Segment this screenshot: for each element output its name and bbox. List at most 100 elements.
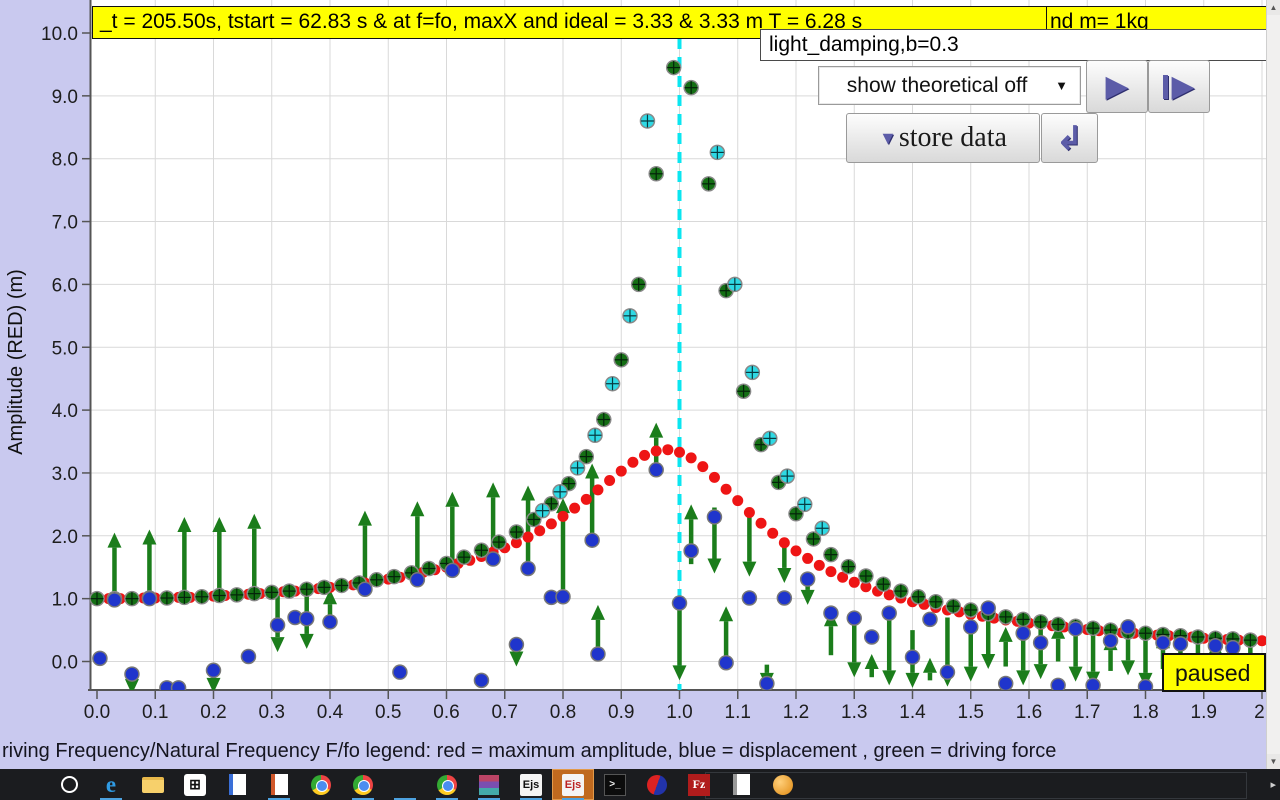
running-indicator [478, 798, 500, 800]
taskbar-item-impress-doc-icon[interactable] [258, 769, 300, 800]
svg-text:0.4: 0.4 [317, 702, 344, 723]
app-grid-icon [394, 774, 416, 796]
running-indicator [352, 798, 374, 800]
ejs-icon: Ejs [520, 773, 542, 796]
scroll-up-icon[interactable]: ▲ [1267, 0, 1280, 15]
taskbar-item-ejs-active-icon[interactable]: Ejs [552, 769, 594, 800]
ejs-active-icon: Ejs [562, 773, 584, 796]
cyan-stored-series [534, 113, 830, 537]
svg-text:4.0: 4.0 [52, 401, 78, 422]
svg-text:2.0: 2.0 [52, 527, 78, 548]
svg-text:1.6: 1.6 [1016, 702, 1042, 723]
svg-text:1.9: 1.9 [1191, 702, 1217, 723]
show-theoretical-dropdown[interactable]: show theoretical off ▼ [818, 66, 1081, 105]
running-indicator [394, 798, 416, 800]
taskbar-item-winrar-icon[interactable] [468, 769, 510, 800]
taskbar-item-start-icon[interactable] [6, 769, 48, 800]
taskbar-item-chrome-icon-2[interactable] [342, 769, 384, 800]
taskbar-item-chrome-icon-3[interactable] [426, 769, 468, 800]
taskbar-item-paint-icon[interactable] [636, 769, 678, 800]
reset-button[interactable]: ↲ [1041, 113, 1098, 163]
chrome-icon [311, 774, 331, 795]
x-tick-labels: 0.0 0.1 0.2 0.3 0.4 0.5 0.6 0.7 0.8 0.9 1.0 1.1 1.2 1… [84, 702, 1270, 723]
svg-text:0.9: 0.9 [608, 702, 634, 723]
cortana-icon [60, 776, 78, 793]
preset-name-input[interactable] [760, 29, 1268, 61]
svg-text:0.2: 0.2 [200, 702, 226, 723]
svg-text:0.7: 0.7 [492, 702, 518, 723]
y-axis-title: Amplitude (RED) (m) [5, 269, 27, 455]
chrome-icon-2 [353, 774, 373, 795]
taskbar-item-app-grid-icon[interactable] [384, 769, 426, 800]
filezilla-icon: Fz [688, 773, 710, 796]
axes [82, 0, 1266, 699]
svg-text:0.1: 0.1 [142, 702, 168, 723]
svg-text:2.: 2. [1254, 702, 1270, 723]
svg-text:1.0: 1.0 [666, 702, 692, 723]
svg-text:paused: paused [1175, 660, 1250, 686]
taskbar-item-ms-store-icon[interactable]: ⊞ [174, 769, 216, 800]
data-layer [90, 38, 1266, 690]
svg-text:0.0: 0.0 [52, 653, 78, 674]
java-icon [773, 774, 793, 795]
svg-text:5.0: 5.0 [52, 338, 78, 359]
file-explorer-icon [142, 776, 164, 793]
edge-icon: e [105, 771, 117, 797]
taskbar-item-chrome-icon[interactable] [300, 769, 342, 800]
svg-text:1.1: 1.1 [725, 702, 751, 723]
svg-text:0.5: 0.5 [375, 702, 401, 723]
taskbar-item-filezilla-icon[interactable]: Fz [678, 769, 720, 800]
tray-flyout-icon[interactable]: ▸ [1270, 779, 1276, 791]
running-indicator [436, 798, 458, 800]
windows-taskbar: ▸ e ⊞ Ejs Ejs >_ Fz [0, 769, 1280, 800]
taskbar-item-notepad-icon[interactable] [720, 769, 762, 800]
running-indicator [100, 798, 122, 800]
svg-text:1.7: 1.7 [1074, 702, 1100, 723]
taskbar-item-java-icon[interactable] [762, 769, 804, 800]
svg-text:6.0: 6.0 [52, 275, 78, 296]
taskbar-item-file-explorer-icon[interactable] [132, 769, 174, 800]
step-triangle-icon: ▶ [1171, 69, 1195, 103]
svg-text:1.4: 1.4 [899, 702, 926, 723]
reset-arrow-icon: ↲ [1056, 120, 1083, 156]
store-data-label: store data [898, 122, 1007, 153]
chrome-icon-3 [437, 774, 457, 795]
running-indicator [562, 798, 584, 800]
paused-badge: paused [1162, 653, 1266, 692]
vertical-scrollbar[interactable]: ▲ ▼ [1266, 0, 1280, 769]
svg-text:1.2: 1.2 [783, 702, 809, 723]
running-indicator [268, 798, 290, 800]
taskbar-item-cortana-icon[interactable] [48, 769, 90, 800]
chevron-down-icon: ▼ [1055, 78, 1068, 93]
ms-store-icon: ⊞ [184, 773, 206, 796]
writer-doc-icon [228, 774, 246, 795]
taskbar-item-edge-icon[interactable]: e [90, 769, 132, 800]
store-data-button[interactable]: ▼ store data [846, 113, 1040, 163]
legend-caption: riving Frequency/Natural Frequency F/fo … [2, 740, 1056, 762]
taskbar-item-ejs-icon[interactable]: Ejs [510, 769, 552, 800]
impress-doc-icon [270, 774, 288, 795]
y-tick-labels: 0.0 1.0 2.0 3.0 4.0 5.0 6.0 7.0 8.0 9.0 10.0 [41, 24, 78, 674]
play-icon: ▶ [1105, 69, 1129, 103]
svg-text:0.3: 0.3 [259, 702, 285, 723]
play-button[interactable]: ▶ [1086, 60, 1148, 113]
svg-text:1.5: 1.5 [958, 702, 984, 723]
svg-text:9.0: 9.0 [52, 87, 78, 108]
taskbar-item-terminal-icon[interactable]: >_ [594, 769, 636, 800]
start-icon [16, 774, 38, 796]
terminal-icon: >_ [604, 773, 626, 796]
running-indicator [520, 798, 542, 800]
svg-text:1.8: 1.8 [1132, 702, 1158, 723]
svg-text:0.6: 0.6 [433, 702, 459, 723]
scroll-down-icon[interactable]: ▼ [1267, 754, 1280, 769]
svg-text:7.0: 7.0 [52, 213, 78, 234]
svg-text:3.0: 3.0 [52, 464, 78, 485]
title-bar-left: _t = 205.50s, tstart = 62.83 s & at f=fo… [92, 6, 1053, 39]
svg-text:1.0: 1.0 [52, 590, 78, 611]
taskbar-item-writer-doc-icon[interactable] [216, 769, 258, 800]
step-button[interactable]: ▶ [1148, 60, 1210, 113]
svg-text:10.0: 10.0 [41, 24, 78, 45]
svg-text:1.3: 1.3 [841, 702, 867, 723]
notepad-icon [732, 774, 750, 795]
